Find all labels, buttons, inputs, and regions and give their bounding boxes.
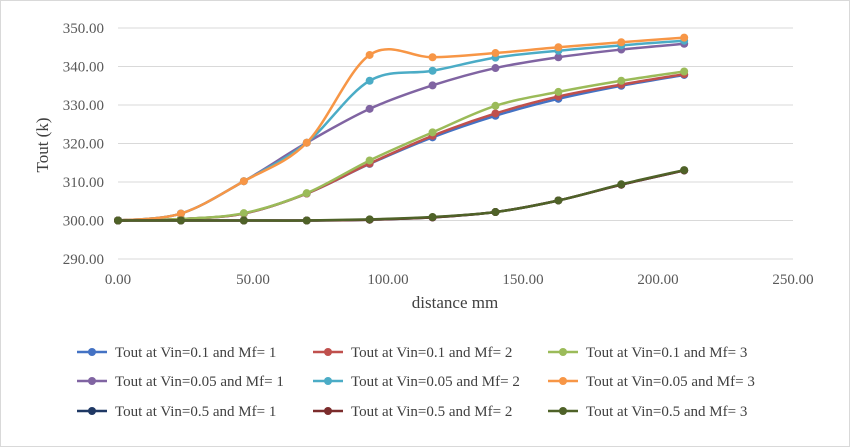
legend-item: Tout at Vin=0.5 and Mf= 3 xyxy=(548,404,747,420)
series-5 xyxy=(114,36,689,225)
y-tick-label: 310.00 xyxy=(63,175,104,191)
data-point xyxy=(428,213,437,222)
legend-swatch-marker xyxy=(559,348,567,356)
y-tick-label: 340.00 xyxy=(63,60,104,76)
legend-label: Tout at Vin=0.5 and Mf= 2 xyxy=(351,404,512,420)
series-7 xyxy=(114,166,689,225)
series-4 xyxy=(114,39,689,225)
legend-label: Tout at Vin=0.1 and Mf= 1 xyxy=(115,345,276,361)
data-point xyxy=(176,216,185,225)
x-axis-title: distance mm xyxy=(412,293,498,312)
series-9 xyxy=(114,166,689,225)
data-point xyxy=(680,33,689,42)
data-point xyxy=(491,101,500,110)
x-tick-label: 250.00 xyxy=(772,272,813,288)
y-tick-label: 320.00 xyxy=(63,137,104,153)
data-point xyxy=(617,76,626,85)
data-point xyxy=(428,81,437,90)
data-point xyxy=(491,109,500,118)
y-axis-title: Tout (k) xyxy=(33,118,52,173)
series-6 xyxy=(114,33,689,225)
data-point xyxy=(554,196,563,205)
data-point xyxy=(428,66,437,75)
series-line xyxy=(117,39,685,222)
legend-label: Tout at Vin=0.05 and Mf= 1 xyxy=(115,374,284,390)
legend-swatch-marker xyxy=(88,377,96,385)
x-tick-label: 100.00 xyxy=(367,272,408,288)
legend-swatch-marker xyxy=(324,348,332,356)
data-point xyxy=(302,189,311,198)
legend-label: Tout at Vin=0.1 and Mf= 3 xyxy=(586,345,747,361)
data-point xyxy=(302,138,311,147)
data-point xyxy=(491,49,500,58)
legend-swatch-marker xyxy=(559,407,567,415)
x-tick-label: 50.00 xyxy=(236,272,270,288)
data-point xyxy=(302,216,311,225)
x-tick-label: 200.00 xyxy=(637,272,678,288)
data-point xyxy=(617,180,626,189)
legend-label: Tout at Vin=0.5 and Mf= 3 xyxy=(586,404,747,420)
series-line xyxy=(117,36,685,222)
legend-item: Tout at Vin=0.05 and Mf= 1 xyxy=(77,374,284,390)
series-line xyxy=(117,70,685,222)
data-point xyxy=(239,209,248,218)
legend-swatch-marker xyxy=(324,407,332,415)
data-point xyxy=(491,64,500,73)
data-point xyxy=(680,166,689,175)
series-1 xyxy=(114,70,689,225)
data-point xyxy=(365,156,374,165)
legend-label: Tout at Vin=0.5 and Mf= 1 xyxy=(115,404,276,420)
legend-swatch-marker xyxy=(88,407,96,415)
series-line xyxy=(118,168,685,222)
x-tick-label: 150.00 xyxy=(502,272,543,288)
x-tick-label: 0.00 xyxy=(105,272,131,288)
legend-label: Tout at Vin=0.05 and Mf= 3 xyxy=(586,374,755,390)
data-point xyxy=(554,53,563,62)
legend: Tout at Vin=0.1 and Mf= 1 Tout at Vin=0.1… xyxy=(77,345,755,420)
data-point xyxy=(114,216,122,225)
data-point xyxy=(239,216,248,225)
legend-item: Tout at Vin=0.5 and Mf= 1 xyxy=(77,404,276,420)
tick-labels: 290.00 300.00 310.00 320.00 330.00 340.00 350.… xyxy=(63,21,814,288)
data-point xyxy=(365,215,374,224)
series-line xyxy=(118,169,685,222)
data-point xyxy=(239,177,248,186)
data-point xyxy=(428,128,437,137)
legend-label: Tout at Vin=0.1 and Mf= 2 xyxy=(351,345,512,361)
data-point xyxy=(617,38,626,47)
legend-swatch-marker xyxy=(324,377,332,385)
legend-item: Tout at Vin=0.05 and Mf= 2 xyxy=(313,374,520,390)
series-3 xyxy=(114,67,689,225)
data-point xyxy=(554,87,563,96)
legend-item: Tout at Vin=0.05 and Mf= 3 xyxy=(548,374,755,390)
data-point xyxy=(176,209,185,218)
y-tick-label: 330.00 xyxy=(63,98,104,114)
y-tick-label: 300.00 xyxy=(63,214,104,230)
series-line xyxy=(117,42,685,222)
data-point xyxy=(680,67,689,76)
legend-item: Tout at Vin=0.5 and Mf= 2 xyxy=(313,404,512,420)
gridlines xyxy=(118,27,793,260)
y-tick-label: 290.00 xyxy=(63,252,104,268)
legend-item: Tout at Vin=0.1 and Mf= 3 xyxy=(548,345,747,361)
data-point xyxy=(365,104,374,113)
legend-swatch-marker xyxy=(559,377,567,385)
series-8 xyxy=(114,166,689,225)
legend-item: Tout at Vin=0.1 and Mf= 2 xyxy=(313,345,512,361)
data-point xyxy=(554,43,563,52)
y-tick-label: 350.00 xyxy=(63,21,104,37)
legend-item: Tout at Vin=0.1 and Mf= 1 xyxy=(77,345,276,361)
data-point xyxy=(365,76,374,85)
data-point xyxy=(491,208,500,217)
data-point xyxy=(428,53,437,62)
series-group xyxy=(114,33,689,225)
series-line xyxy=(118,169,685,222)
legend-label: Tout at Vin=0.05 and Mf= 2 xyxy=(351,374,520,390)
legend-swatch-marker xyxy=(88,348,96,356)
data-point xyxy=(365,50,374,59)
